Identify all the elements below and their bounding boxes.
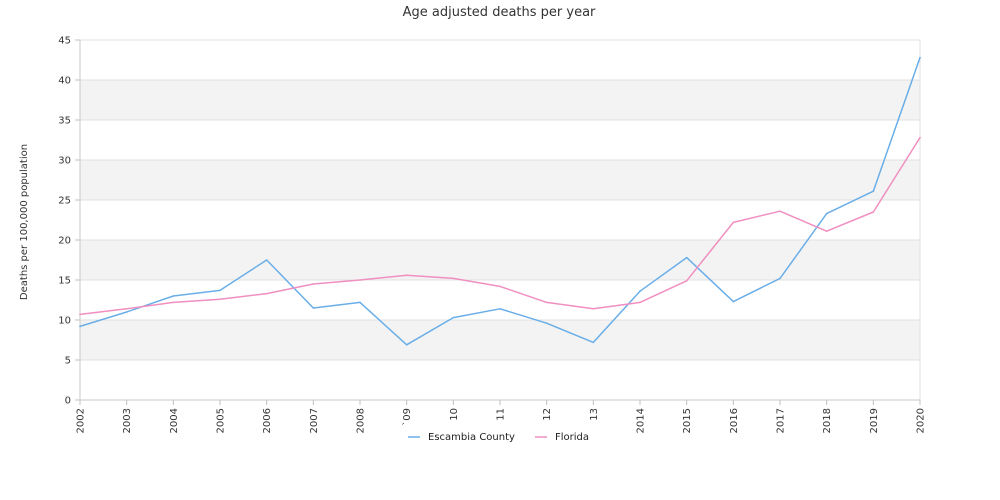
data-point xyxy=(825,212,828,215)
x-tick-label: 13 xyxy=(589,408,600,421)
data-point xyxy=(452,277,455,280)
data-point xyxy=(592,308,595,310)
data-point xyxy=(732,221,735,224)
x-tick-label: 2005 xyxy=(216,408,227,433)
grid-band xyxy=(80,160,920,200)
data-point xyxy=(172,301,175,304)
data-point xyxy=(779,277,781,280)
data-point xyxy=(265,259,268,261)
series-lines xyxy=(79,56,921,346)
data-point xyxy=(312,307,315,309)
grid-bands xyxy=(80,80,920,360)
data-point xyxy=(639,290,641,293)
y-tick-label: 35 xyxy=(58,116,71,127)
data-point xyxy=(265,292,268,295)
grid-band xyxy=(80,80,920,120)
data-point xyxy=(499,285,501,288)
legend-label-escambia: Escambia County xyxy=(428,432,515,443)
data-point xyxy=(872,190,875,192)
y-tick-label: 40 xyxy=(58,76,71,87)
y-tick-label: 45 xyxy=(58,36,71,47)
data-point xyxy=(125,308,128,310)
data-point xyxy=(405,274,408,277)
data-point xyxy=(919,136,921,139)
x-tick-label: 11 xyxy=(496,408,507,421)
data-point xyxy=(359,279,361,281)
y-tick-label: 20 xyxy=(58,236,71,247)
data-point xyxy=(872,211,875,213)
data-point xyxy=(125,311,128,313)
data-point xyxy=(219,298,221,301)
legend: Escambia County Florida xyxy=(408,432,589,443)
data-point xyxy=(732,300,735,303)
data-point xyxy=(172,295,175,297)
x-tick-label: 2017 xyxy=(776,408,787,433)
x-tick-label: 2004 xyxy=(169,408,180,433)
x-tick-label: `09 xyxy=(401,408,413,426)
data-point xyxy=(499,308,501,310)
data-point xyxy=(545,322,548,325)
y-tick-label: 30 xyxy=(58,156,71,167)
grid-band xyxy=(80,240,920,280)
y-axis-ticks: 0 5 10 15 20 25 30 35 40 45 xyxy=(58,36,80,407)
data-point xyxy=(779,210,781,212)
x-tick-label: 2014 xyxy=(636,408,647,433)
y-tick-label: 5 xyxy=(65,356,71,367)
gridlines xyxy=(80,39,920,401)
data-point xyxy=(545,301,548,304)
legend-label-florida: Florida xyxy=(555,432,589,443)
x-tick-label: 2007 xyxy=(309,408,320,433)
legend-item-escambia[interactable]: Escambia County xyxy=(408,432,515,443)
y-axis-label: Deaths per 100,000 population xyxy=(19,144,30,300)
x-axis-ticks: 2002 2003 2004 2005 2006 2007 2008 `09 10 11 12 13 2… xyxy=(76,400,927,433)
x-tick-label: 2016 xyxy=(729,408,740,433)
data-point xyxy=(219,289,221,292)
chart-title: Age adjusted deaths per year xyxy=(403,5,596,20)
data-point xyxy=(685,280,688,282)
y-tick-label: 0 xyxy=(65,396,71,407)
data-point xyxy=(639,301,641,304)
x-tick-label: 2008 xyxy=(356,408,367,433)
x-tick-label: 10 xyxy=(449,408,460,421)
x-tick-label: 2019 xyxy=(869,408,880,433)
x-tick-label: 2003 xyxy=(122,408,133,433)
data-point xyxy=(405,344,408,346)
x-tick-label: 2006 xyxy=(262,408,273,433)
data-point xyxy=(685,256,688,259)
x-tick-label: 2020 xyxy=(916,408,927,433)
grid-band xyxy=(80,320,920,360)
data-point xyxy=(79,313,81,316)
data-point xyxy=(79,325,81,328)
y-tick-label: 15 xyxy=(58,276,71,287)
x-tick-label: 12 xyxy=(542,408,553,421)
legend-item-florida[interactable]: Florida xyxy=(535,432,589,443)
data-point xyxy=(592,341,595,344)
data-point xyxy=(452,316,455,319)
data-point xyxy=(359,301,361,304)
x-tick-label: 2002 xyxy=(76,408,87,433)
data-point xyxy=(919,56,921,59)
x-tick-label: 2018 xyxy=(822,408,833,433)
data-point xyxy=(825,230,828,232)
y-tick-label: 25 xyxy=(58,196,71,207)
y-tick-label: 10 xyxy=(58,316,71,327)
x-tick-label: 2015 xyxy=(682,408,693,433)
data-point xyxy=(312,283,315,285)
